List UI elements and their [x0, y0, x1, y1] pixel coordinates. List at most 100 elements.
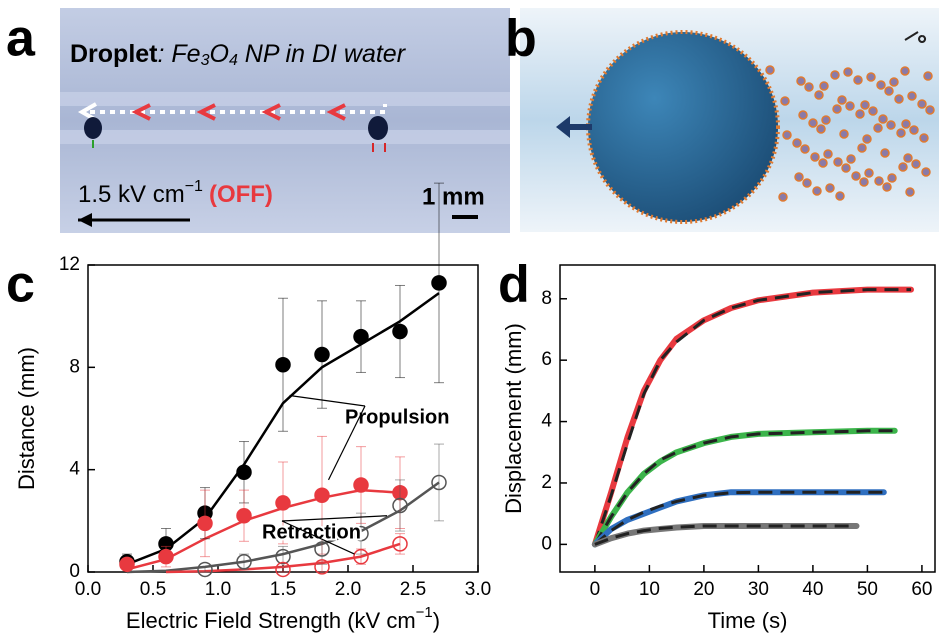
particle	[884, 86, 894, 96]
particle	[921, 167, 931, 177]
particle	[907, 91, 917, 101]
data-point	[353, 525, 369, 542]
data-point	[158, 548, 174, 565]
y-tick-label: 4	[541, 411, 552, 432]
x-axis-title: Electric Field Strength (kV cm−1)	[126, 604, 440, 633]
particle	[880, 148, 890, 158]
data-point	[275, 548, 291, 565]
data-line	[591, 523, 860, 548]
particle	[882, 182, 892, 192]
fit-line	[593, 429, 895, 546]
particle	[798, 110, 808, 120]
x-tick-label: 0	[590, 579, 601, 600]
channel-edge	[60, 130, 510, 144]
particle	[765, 65, 775, 75]
particle	[800, 144, 810, 154]
particle	[814, 90, 824, 100]
particle	[810, 152, 820, 162]
particle	[830, 70, 840, 80]
particle	[925, 105, 935, 115]
particle	[857, 143, 867, 153]
panel-label: b	[505, 10, 537, 68]
annotation-arrow	[281, 515, 388, 522]
particle	[851, 171, 861, 181]
data-line	[591, 286, 914, 548]
data-point	[275, 561, 291, 578]
particle	[837, 95, 847, 105]
y-tick-label: 4	[69, 459, 80, 480]
plot-frame	[559, 264, 936, 573]
particle	[794, 172, 804, 182]
data-point	[353, 328, 369, 345]
x-tick-label: 1.0	[205, 579, 231, 600]
particle	[860, 100, 870, 110]
y-tick-label: 8	[541, 288, 552, 309]
y-axis-title: Displacement (mm)	[501, 323, 526, 514]
data-point	[197, 515, 213, 532]
particle	[841, 163, 851, 173]
particle	[873, 123, 883, 133]
y-axis-title: Distance (mm)	[14, 347, 39, 490]
annotation-arrow	[289, 394, 366, 407]
particle	[911, 159, 921, 169]
data-point	[119, 556, 135, 573]
particle	[886, 120, 896, 130]
y-tick-label: 12	[59, 254, 80, 275]
y-tick-label: 8	[69, 356, 80, 377]
droplet-sphere	[586, 30, 780, 224]
particle	[816, 124, 826, 134]
particle	[878, 114, 888, 124]
particle	[853, 75, 863, 85]
data-point	[275, 357, 291, 373]
particle	[896, 128, 906, 138]
x-tick-label: 10	[639, 579, 660, 600]
fit-line	[593, 490, 884, 546]
x-tick-label: 1.5	[270, 579, 296, 600]
x-tick-label: 2.5	[400, 579, 426, 600]
data-point	[353, 548, 369, 565]
direction-arrows	[131, 103, 346, 121]
x-axis-title-end: )	[433, 608, 440, 633]
particle	[874, 176, 884, 186]
annotation-arrow	[327, 405, 366, 481]
particle	[866, 72, 876, 82]
particle	[887, 173, 897, 183]
panel-a-title: Droplet: Fe3O4 NP in DI water	[70, 40, 407, 70]
droplet	[84, 117, 102, 139]
fit-line	[594, 524, 857, 546]
data-point	[236, 507, 252, 524]
particle	[832, 104, 842, 114]
annotation-arrow	[281, 520, 355, 555]
marker	[372, 143, 386, 152]
x-tick-label: 50	[857, 579, 878, 600]
x-tick-label: 3.0	[465, 579, 491, 600]
particle	[876, 80, 886, 90]
particle	[796, 76, 806, 86]
data-point	[275, 495, 291, 511]
data-point	[353, 477, 369, 493]
panel-label: d	[498, 256, 530, 314]
particle	[792, 138, 802, 148]
particle	[903, 153, 913, 163]
chart-scatter: 0.0 0.5 1.0 1.5 2.0 2.5 3.0 0 4 8 12 Electric Field…	[14, 182, 491, 633]
annotation: Retraction	[262, 521, 361, 543]
particle	[846, 154, 856, 164]
y-tick-label: 2	[541, 472, 552, 493]
particle	[862, 134, 872, 144]
field-label: 1.5 kV cm−1 (OFF)	[78, 178, 273, 208]
chart-line: 0 10 20 30 40 50 60 0 2 4 6 8 Time (s) Displacement (…	[501, 264, 936, 633]
particle	[782, 130, 792, 140]
particle	[900, 66, 910, 76]
x-axis-title-sup: −1	[416, 604, 433, 621]
y-tick-label: 6	[541, 349, 552, 370]
data-point	[392, 536, 408, 552]
annotation: Propulsion	[345, 406, 449, 428]
x-axis-title: Time (s)	[708, 608, 788, 633]
x-axis-title-text: Electric Field Strength (kV cm	[126, 608, 416, 633]
particle	[825, 183, 835, 193]
particle	[839, 129, 849, 139]
particle	[823, 149, 833, 159]
particle	[818, 158, 828, 168]
particle	[864, 168, 874, 178]
